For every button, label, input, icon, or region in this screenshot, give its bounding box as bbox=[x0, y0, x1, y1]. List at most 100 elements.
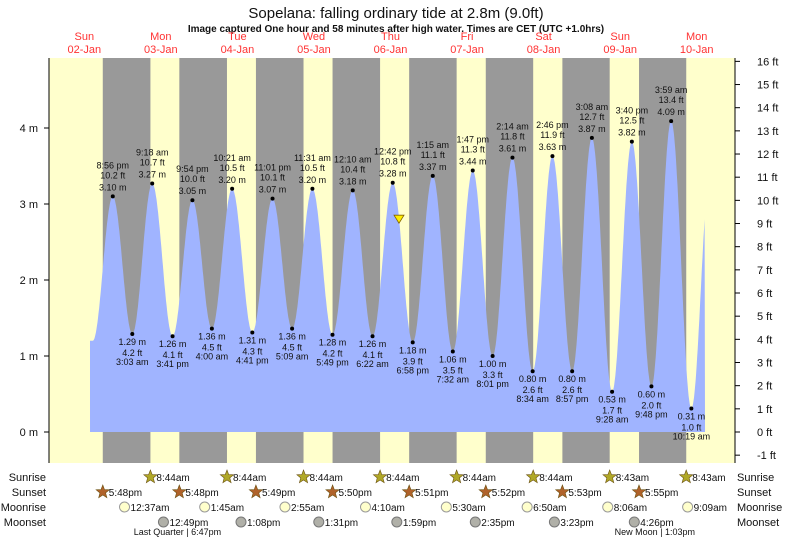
extreme-time: 2:14 am bbox=[496, 122, 529, 132]
moonrise-time: 4:10am bbox=[372, 503, 405, 514]
row-label-right-moonset: Moonset bbox=[737, 517, 779, 529]
extreme-point bbox=[669, 119, 674, 124]
extreme-time: 3:59 am bbox=[655, 85, 688, 95]
extreme-time: 9:48 pm bbox=[635, 409, 668, 419]
moonset-time: 1:08pm bbox=[247, 518, 280, 529]
extreme-point bbox=[290, 326, 295, 331]
extreme-ft: 2.0 ft bbox=[641, 400, 662, 410]
right-tick-label: 5 ft bbox=[757, 311, 772, 323]
sunset-icon bbox=[401, 484, 417, 499]
sunrise-time: 8:44am bbox=[233, 473, 266, 484]
right-tick-label: 4 ft bbox=[757, 334, 772, 346]
extreme-time: 1:15 am bbox=[416, 140, 449, 150]
extreme-point bbox=[649, 384, 654, 389]
extreme-m: 3.20 m bbox=[299, 175, 327, 185]
extreme-ft: 4.5 ft bbox=[202, 343, 223, 353]
moonrise-icon bbox=[682, 501, 694, 513]
sunrise-time: 8:43am bbox=[616, 473, 649, 484]
sunset-icon bbox=[248, 484, 264, 499]
extreme-time: 8:01 pm bbox=[476, 379, 509, 389]
extreme-time: 3:03 am bbox=[116, 357, 149, 367]
sunset-time: 5:49pm bbox=[262, 488, 295, 499]
left-tick-label: 2 m bbox=[20, 275, 38, 287]
extreme-ft: 10.7 ft bbox=[140, 157, 166, 167]
sunrise-icon bbox=[372, 469, 388, 484]
extreme-ft: 4.1 ft bbox=[363, 350, 384, 360]
day-label-dow: Wed bbox=[303, 31, 325, 43]
extreme-m: 1.06 m bbox=[439, 354, 467, 364]
extreme-m: 3.82 m bbox=[618, 128, 646, 138]
extreme-m: 0.31 m bbox=[678, 411, 706, 421]
day-label-date: 09-Jan bbox=[603, 44, 637, 56]
extreme-m: 3.28 m bbox=[379, 169, 407, 179]
extreme-ft: 1.0 ft bbox=[681, 422, 702, 432]
moonrise-icon bbox=[279, 501, 291, 513]
extreme-time: 4:41 pm bbox=[236, 355, 269, 365]
right-tick-label: 11 ft bbox=[757, 172, 778, 184]
extreme-point bbox=[470, 168, 475, 173]
extreme-m: 0.80 m bbox=[558, 374, 586, 384]
extreme-m: 3.27 m bbox=[138, 169, 166, 179]
moonrise-time: 12:37am bbox=[131, 503, 170, 514]
extreme-time: 9:28 am bbox=[596, 415, 629, 425]
right-tick-label: 13 ft bbox=[757, 126, 778, 138]
left-tick-label: 3 m bbox=[20, 199, 38, 211]
day-label-dow: Sun bbox=[74, 31, 94, 43]
extreme-point bbox=[410, 340, 415, 345]
axes: 0 m 1 m 2 m 3 m 4 m -1 ft 0 ft 1 ft 2 ft 3 ft 4 ft… bbox=[20, 56, 778, 463]
extreme-time: 9:54 pm bbox=[176, 164, 209, 174]
extreme-ft: 11.8 ft bbox=[500, 132, 525, 142]
extreme-point bbox=[170, 334, 175, 339]
extreme-time: 11:31 am bbox=[294, 153, 331, 163]
extreme-point bbox=[570, 369, 575, 374]
right-tick-label: 15 ft bbox=[757, 80, 778, 92]
extreme-time: 10:19 am bbox=[673, 431, 711, 441]
extreme-time: 8:34 am bbox=[516, 394, 549, 404]
extreme-m: 1.26 m bbox=[359, 339, 387, 349]
moonset-time: 1:59pm bbox=[403, 518, 436, 529]
row-label-right-moonrise: Moonrise bbox=[737, 502, 782, 514]
sunset-time: 5:52pm bbox=[492, 488, 525, 499]
extreme-m: 1.28 m bbox=[319, 338, 347, 348]
extreme-point bbox=[689, 406, 694, 411]
extreme-m: 3.10 m bbox=[99, 182, 127, 192]
extreme-m: 3.37 m bbox=[419, 162, 447, 172]
extreme-point bbox=[250, 330, 255, 335]
extreme-ft: 3.3 ft bbox=[483, 370, 504, 380]
extreme-point bbox=[550, 154, 555, 159]
moonset-time: 12:49pm bbox=[169, 518, 208, 529]
day-label-dow: Fri bbox=[461, 31, 474, 43]
day-label-date: 02-Jan bbox=[67, 44, 101, 56]
extreme-ft: 12.7 ft bbox=[579, 112, 605, 122]
moon-phase-label: New Moon | 1:03pm bbox=[615, 527, 695, 537]
extreme-ft: 4.2 ft bbox=[122, 348, 143, 358]
chart-subtitle: Image captured One hour and 58 minutes a… bbox=[188, 24, 604, 35]
extreme-point bbox=[310, 186, 315, 191]
extreme-ft: 12.5 ft bbox=[619, 116, 645, 126]
moonrise-icon bbox=[360, 501, 372, 513]
extreme-m: 3.07 m bbox=[259, 185, 287, 195]
extreme-m: 0.80 m bbox=[519, 374, 547, 384]
extreme-ft: 11.3 ft bbox=[461, 145, 486, 155]
extreme-time: 7:32 am bbox=[437, 374, 470, 384]
extreme-m: 1.00 m bbox=[479, 359, 507, 369]
sunrise-time: 8:44am bbox=[156, 473, 189, 484]
tide-area bbox=[90, 121, 706, 432]
extreme-point bbox=[150, 181, 155, 186]
extreme-m: 1.29 m bbox=[119, 337, 147, 347]
extreme-m: 1.26 m bbox=[159, 339, 187, 349]
extreme-ft: 10.2 ft bbox=[100, 170, 126, 180]
extreme-m: 1.18 m bbox=[399, 345, 427, 355]
extreme-point bbox=[350, 188, 355, 193]
extreme-time: 6:58 pm bbox=[396, 365, 429, 375]
right-tick-label: 16 ft bbox=[757, 56, 778, 68]
row-label-sunrise: Sunrise bbox=[9, 472, 46, 484]
moonset-time: 3:23pm bbox=[560, 518, 593, 529]
extreme-ft: 10.8 ft bbox=[380, 157, 406, 167]
extreme-ft: 4.1 ft bbox=[163, 350, 184, 360]
moonset-icon bbox=[391, 516, 403, 528]
extreme-m: 1.31 m bbox=[239, 335, 267, 345]
extreme-m: 3.05 m bbox=[179, 186, 207, 196]
sunrise-icon bbox=[296, 469, 312, 484]
moonrise-time: 9:09am bbox=[694, 503, 727, 514]
